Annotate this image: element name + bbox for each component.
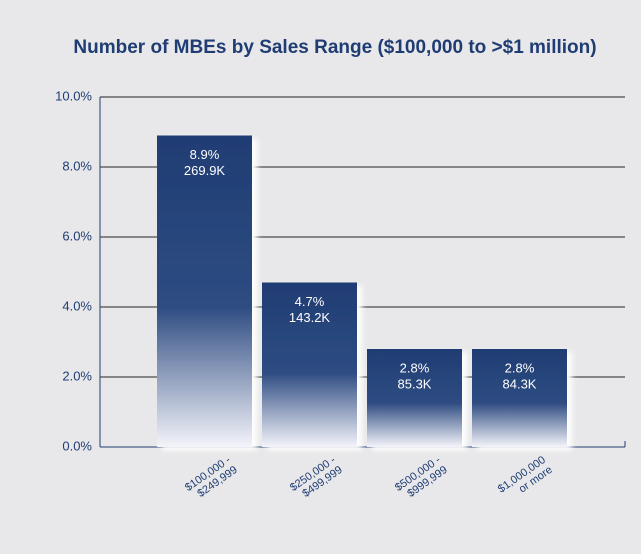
bar — [472, 349, 567, 447]
value-label: 2.8% — [400, 360, 430, 375]
y-tick-label: 6.0% — [62, 228, 92, 243]
bar — [157, 135, 252, 447]
count-label: 143.2K — [289, 310, 331, 325]
value-label: 4.7% — [295, 294, 325, 309]
y-tick-label: 4.0% — [62, 298, 92, 313]
count-label: 269.9K — [184, 163, 226, 178]
value-label: 8.9% — [190, 147, 220, 162]
value-label: 2.8% — [505, 360, 535, 375]
y-tick-label: 10.0% — [55, 88, 92, 103]
y-tick-label: 8.0% — [62, 158, 92, 173]
bar — [262, 282, 357, 447]
bar — [367, 349, 462, 447]
count-label: 85.3K — [398, 376, 432, 391]
y-tick-label: 0.0% — [62, 438, 92, 453]
chart-title: Number of MBEs by Sales Range ($100,000 … — [73, 37, 596, 58]
y-tick-label: 2.0% — [62, 368, 92, 383]
count-label: 84.3K — [503, 376, 537, 391]
